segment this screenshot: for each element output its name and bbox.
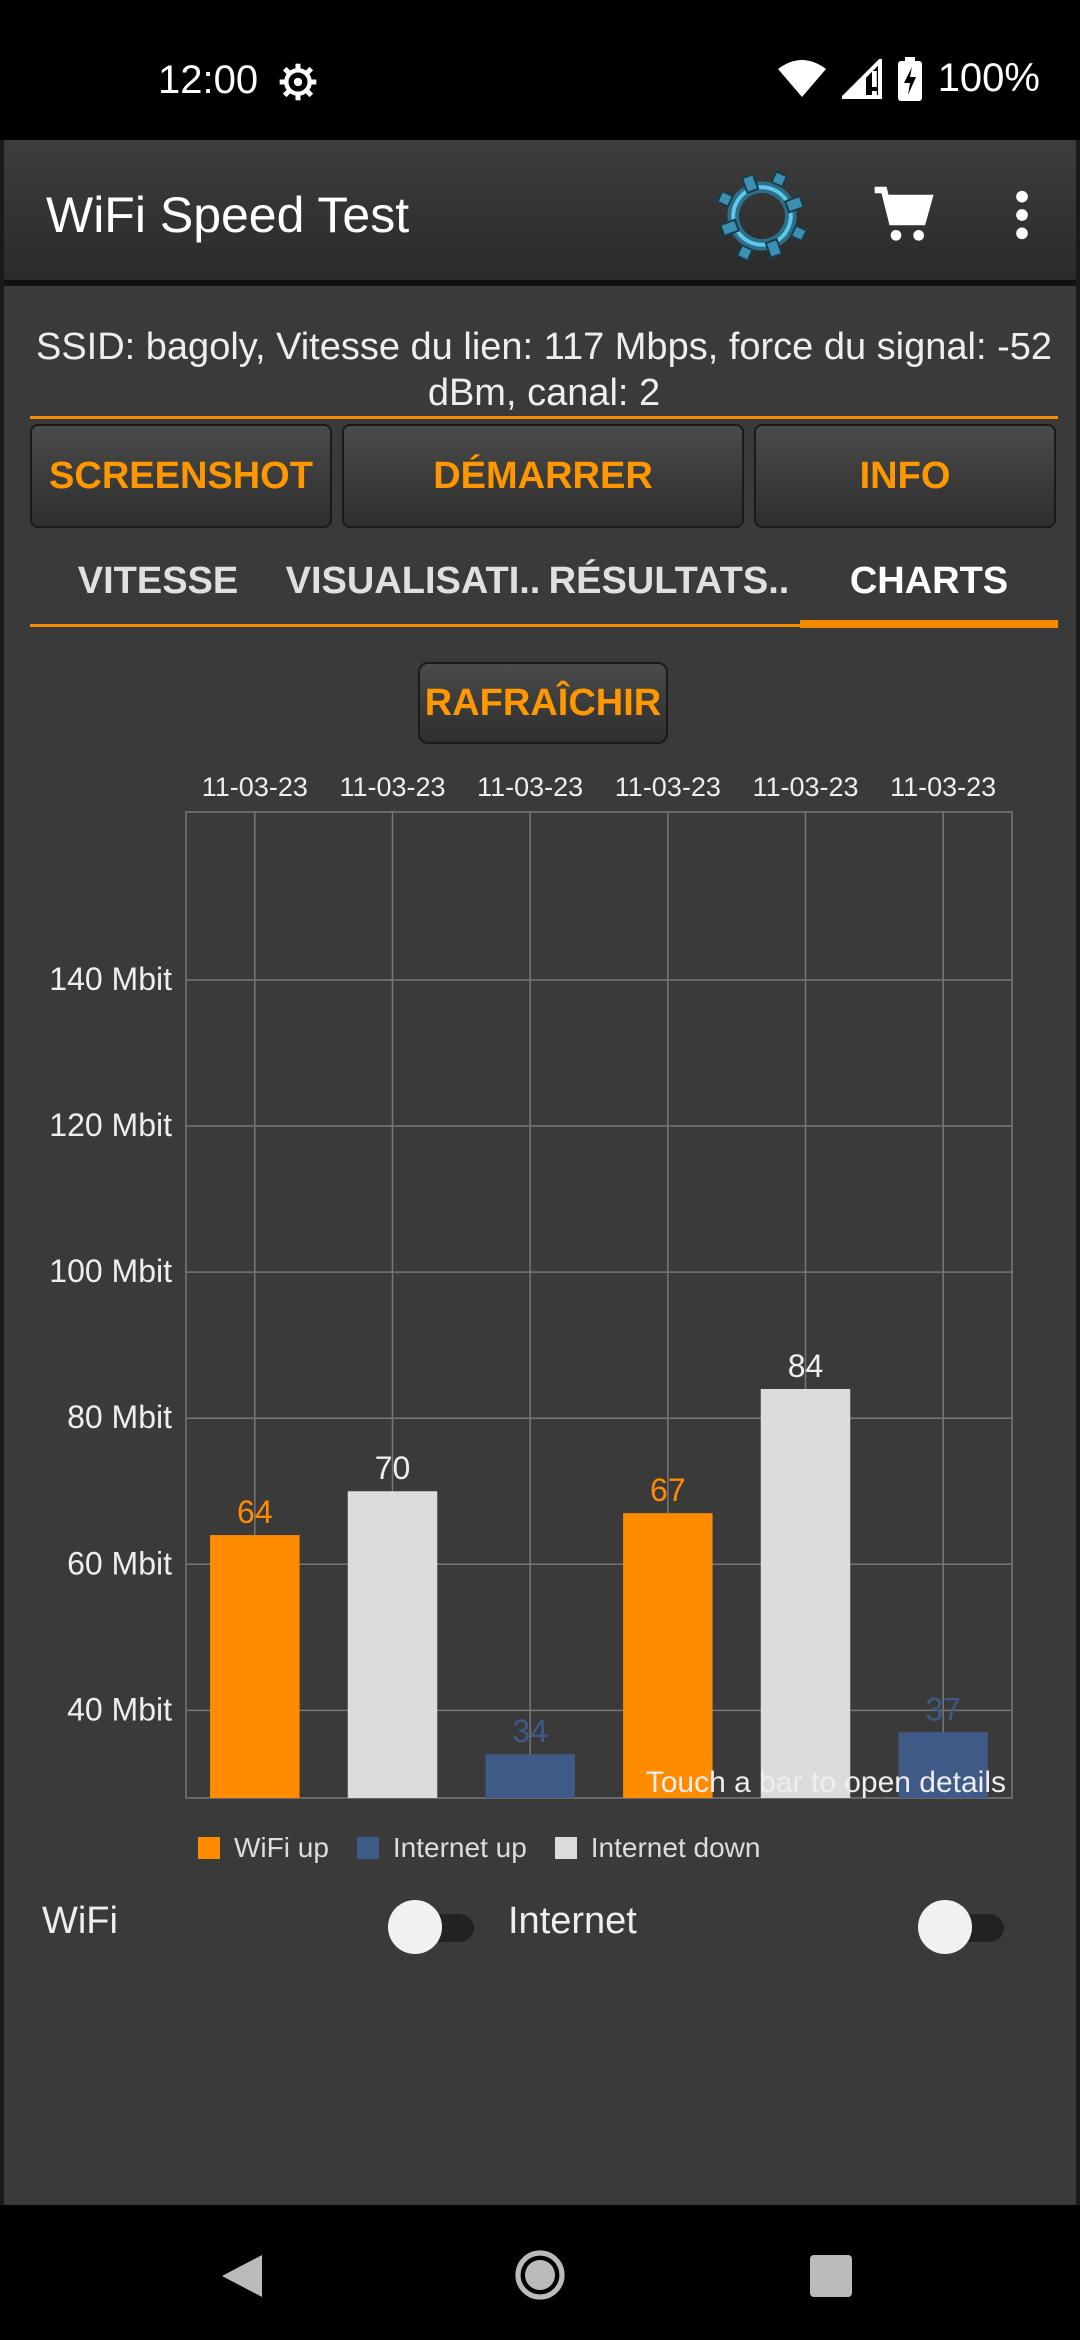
tabs-divider — [30, 624, 1058, 627]
wifi-signal-icon — [777, 59, 826, 97]
tab-vitesse[interactable]: VITESSE — [77, 559, 239, 602]
settings-cog-icon[interactable] — [716, 170, 808, 262]
bar-value-label: 70 — [375, 1450, 411, 1486]
info-button[interactable]: INFO — [754, 424, 1056, 528]
recents-icon[interactable] — [810, 2255, 852, 2297]
legend-item-internet-up: Internet up — [356, 1832, 527, 1864]
active-tab-indicator — [800, 620, 1058, 628]
app-window: WiFi Speed Test SSID — [0, 140, 1080, 2205]
plot-frame — [185, 811, 1013, 1799]
chart-bar[interactable] — [898, 1732, 988, 1798]
legend-swatch — [554, 1837, 577, 1859]
app-title: WiFi Speed Test — [46, 187, 410, 243]
connection-info: SSID: bagoly, Vitesse du lien: 117 Mbps,… — [35, 326, 1053, 414]
legend-label: Internet down — [590, 1832, 761, 1863]
internet-toggle[interactable] — [918, 1900, 1008, 1954]
bar-value-label: 37 — [925, 1691, 961, 1727]
screenshot-button[interactable]: SCREENSHOT — [30, 424, 332, 528]
x-tick-label: 11-03-23 — [890, 772, 996, 802]
system-nav-bar — [0, 2205, 1080, 2340]
speed-chart[interactable]: 40 Mbit 60 Mbit 80 Mbit 100 Mbit 120 Mbit 140… — [0, 760, 1080, 1820]
status-time: 12:00 — [158, 58, 259, 102]
legend-swatch — [356, 1837, 379, 1859]
chart-hint-text: Touch a bar to open details — [646, 1766, 1006, 1799]
legend-label: Internet up — [392, 1832, 527, 1863]
tab-visualisation[interactable]: VISUALISATI.. — [285, 559, 541, 602]
legend-label: WiFi up — [234, 1832, 329, 1863]
chart-bar[interactable] — [760, 1388, 851, 1798]
internet-toggle-label: Internet — [508, 1900, 637, 1942]
toggle-knob — [918, 1900, 972, 1954]
chart-legend: WiFi up Internet up Internet down — [198, 1832, 788, 1864]
bar-value-label: 34 — [512, 1713, 548, 1749]
battery-percent: 100% — [937, 56, 1040, 100]
y-tick-label: 80 Mbit — [67, 1399, 172, 1435]
info-divider — [30, 416, 1058, 419]
legend-item-wifi-up: WiFi up — [198, 1832, 329, 1864]
x-tick-label: 11-03-23 — [752, 772, 858, 802]
y-tick-label: 100 Mbit — [49, 1253, 172, 1289]
tab-bar: VITESSE VISUALISATI.. RÉSULTATS.. CHARTS — [30, 538, 1058, 628]
x-tick-label: 11-03-23 — [202, 772, 308, 802]
chart-bar[interactable] — [623, 1513, 713, 1798]
wifi-toggle-label: WiFi — [42, 1900, 118, 1942]
legend-item-internet-down: Internet down — [554, 1832, 761, 1864]
y-tick-label: 140 Mbit — [49, 961, 172, 997]
y-tick-label: 40 Mbit — [67, 1691, 172, 1727]
chart-bar[interactable] — [485, 1754, 575, 1798]
legend-swatch — [198, 1837, 220, 1859]
bar-value-label: 67 — [650, 1472, 686, 1508]
tab-resultats[interactable]: RÉSULTATS.. — [548, 559, 790, 602]
back-icon[interactable] — [220, 2253, 264, 2299]
tab-charts[interactable]: CHARTS — [849, 559, 1009, 602]
x-tick-label: 11-03-23 — [615, 772, 721, 802]
x-tick-label: 11-03-23 — [477, 772, 583, 802]
toggle-knob — [388, 1900, 442, 1954]
overflow-menu-icon[interactable] — [1010, 190, 1034, 240]
app-toolbar: WiFi Speed Test — [4, 140, 1076, 286]
y-tick-label: 120 Mbit — [49, 1107, 172, 1143]
x-tick-label: 11-03-23 — [339, 772, 445, 802]
y-tick-label: 60 Mbit — [67, 1545, 172, 1581]
wifi-toggle[interactable] — [388, 1900, 478, 1954]
settings-status-icon — [279, 63, 317, 101]
cell-signal-icon — [841, 58, 882, 99]
chart-bar[interactable] — [347, 1491, 438, 1798]
chart-bar[interactable] — [210, 1535, 300, 1798]
start-button[interactable]: DÉMARRER — [342, 424, 744, 528]
shopping-cart-icon[interactable] — [872, 182, 936, 246]
refresh-button[interactable]: RAFRAÎCHIR — [418, 662, 668, 744]
bar-value-label: 64 — [237, 1494, 273, 1530]
bar-value-label: 84 — [788, 1348, 824, 1384]
status-bar: 12:00 100% — [0, 0, 1080, 140]
battery-charging-icon — [897, 56, 922, 101]
home-icon[interactable] — [514, 2249, 566, 2301]
